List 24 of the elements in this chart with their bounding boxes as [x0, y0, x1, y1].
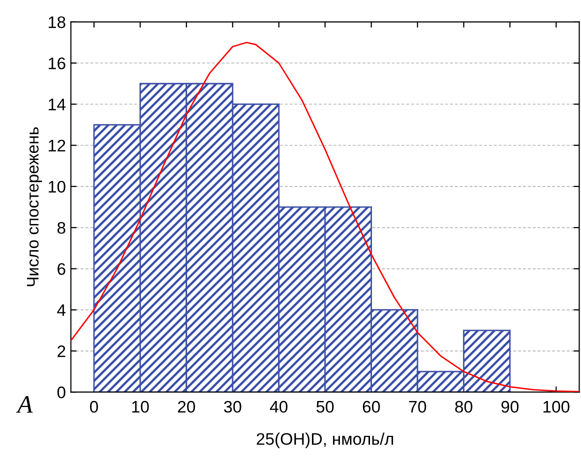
y-axis-title: Число спостережень: [27, 127, 42, 286]
y-tick-label: 0: [57, 386, 66, 398]
x-tick-label: 50: [316, 400, 334, 413]
x-tick-label: 60: [362, 400, 380, 413]
y-tick-label: 14: [48, 98, 66, 110]
x-axis-title: 25(OH)D, нмоль/л: [256, 432, 394, 448]
x-tick-label: 0: [90, 400, 98, 413]
y-tick-label: 8: [57, 222, 66, 234]
x-tick-label: 30: [224, 400, 242, 413]
y-tick-label: 12: [48, 140, 66, 152]
y-tick-label: 16: [48, 57, 66, 70]
x-tick-label: 10: [132, 400, 149, 413]
text: A: [16, 396, 33, 413]
x-tick-label: 90: [501, 400, 519, 413]
x-tick-label: 80: [455, 400, 472, 413]
y-tick-label: 4: [57, 304, 66, 316]
y-tick-label: 10: [48, 180, 66, 193]
y-tick-label: 6: [58, 263, 66, 275]
x-tick-label: 70: [409, 400, 426, 413]
y-tick-label: 18: [48, 16, 66, 28]
x-tick-label: 40: [270, 400, 288, 413]
y-tick-label: 2: [58, 345, 66, 358]
x-tick-label: 20: [178, 400, 196, 413]
x-tick-label: 100: [544, 400, 570, 413]
